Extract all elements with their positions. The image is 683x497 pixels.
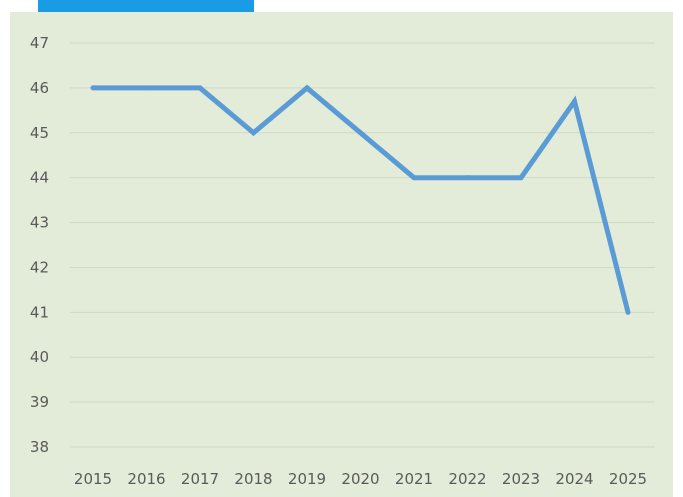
data-point-2017	[198, 85, 203, 90]
data-point-2025	[626, 310, 631, 315]
x-axis-tick-labels: 2015 2016 2017 2018 2019 2020 2021 2022 2023 2024…	[74, 470, 647, 488]
x-tick-label: 2025	[609, 470, 647, 488]
data-point-2022	[465, 175, 470, 180]
x-tick-label: 2020	[341, 470, 379, 488]
data-point-2018	[251, 130, 256, 135]
x-tick-label: 2018	[234, 470, 272, 488]
data-point-2021	[412, 175, 417, 180]
data-point-2023	[519, 175, 524, 180]
series-line-0	[93, 88, 628, 312]
y-tick-label: 42	[30, 258, 49, 276]
x-tick-label: 2015	[74, 470, 112, 488]
y-tick-label: 43	[30, 214, 49, 232]
x-tick-label: 2021	[395, 470, 433, 488]
y-tick-label: 41	[30, 303, 49, 321]
gridlines	[70, 43, 655, 447]
x-tick-label: 2019	[288, 470, 326, 488]
x-tick-label: 2022	[448, 470, 486, 488]
x-tick-label: 2017	[181, 470, 219, 488]
y-tick-label: 39	[30, 393, 49, 411]
data-point-2024	[572, 99, 577, 104]
y-tick-label: 47	[30, 34, 49, 52]
x-tick-label: 2023	[502, 470, 540, 488]
y-tick-label: 44	[30, 169, 49, 187]
y-tick-label: 38	[30, 438, 49, 456]
y-tick-label: 46	[30, 79, 49, 97]
data-point-2019	[305, 85, 310, 90]
data-point-2016	[144, 85, 149, 90]
data-point-2020	[358, 130, 363, 135]
y-axis-tick-labels: 47 46 45 44 43 42 41 40 39 38	[30, 34, 49, 456]
y-tick-label: 40	[30, 348, 49, 366]
y-tick-label: 45	[30, 124, 49, 142]
x-tick-label: 2016	[127, 470, 165, 488]
series-layer	[91, 85, 631, 314]
x-tick-label: 2024	[555, 470, 593, 488]
data-point-2015	[91, 85, 96, 90]
